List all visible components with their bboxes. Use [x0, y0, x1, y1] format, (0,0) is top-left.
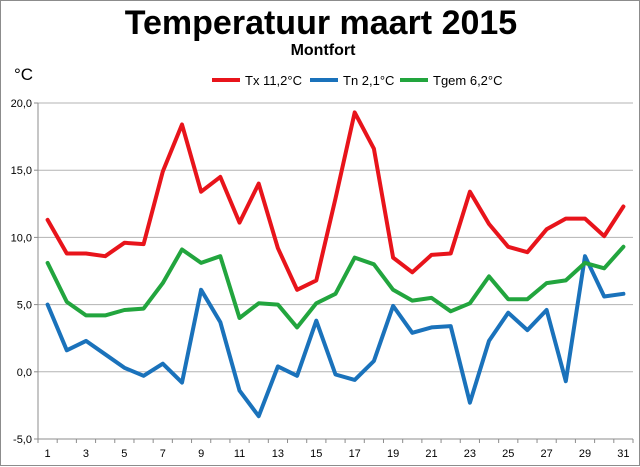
x-tick-label: 7	[160, 448, 166, 460]
series-line-2	[45, 254, 626, 419]
gridlines	[38, 102, 633, 440]
legend-label: Tn 2,1°C	[343, 73, 394, 88]
x-tick-label: 27	[541, 448, 553, 460]
x-tick-label: 29	[579, 448, 591, 460]
y-tick-label: 20,0	[11, 98, 32, 110]
x-tick-label: 13	[272, 448, 284, 460]
y-axis-label: °C	[14, 65, 33, 84]
axes	[34, 102, 634, 443]
x-tick-label: 15	[310, 448, 322, 460]
x-tick-label: 19	[387, 448, 399, 460]
x-tick-label: 23	[464, 448, 476, 460]
series-line-3	[45, 244, 626, 330]
x-tick-label: 11	[234, 448, 245, 460]
legend-label: Tx 11,2°C	[245, 73, 302, 88]
x-tick-label: 5	[121, 448, 127, 460]
series-lines	[45, 110, 626, 419]
chart-subtitle: Montfort	[291, 42, 357, 59]
tick-labels: 20,015,010,05,00,0-5,01 3 5 7 9 11 13 15 17 19 21 2…	[11, 98, 630, 460]
x-tick-label: 21	[425, 448, 437, 460]
x-tick-label: 9	[198, 448, 204, 460]
legend-label: Tgem 6,2°C	[433, 73, 503, 88]
chart-title: Temperatuur maart 2015	[125, 4, 517, 42]
y-tick-label: 5,0	[17, 300, 32, 312]
y-tick-label: 10,0	[11, 232, 32, 244]
x-tick-label: 17	[349, 448, 361, 460]
x-tick-label: 25	[502, 448, 514, 460]
x-tick-label: 31	[617, 448, 629, 460]
y-tick-label: 0,0	[17, 367, 32, 379]
x-tick-label: 1	[45, 448, 51, 460]
series-line-1	[45, 110, 626, 292]
legend: Tx 11,2°C Tn 2,1°C Tgem 6,2°C	[212, 73, 503, 88]
y-tick-label: 15,0	[11, 165, 32, 177]
y-tick-label: -5,0	[13, 434, 32, 446]
x-tick-label: 3	[83, 448, 89, 460]
